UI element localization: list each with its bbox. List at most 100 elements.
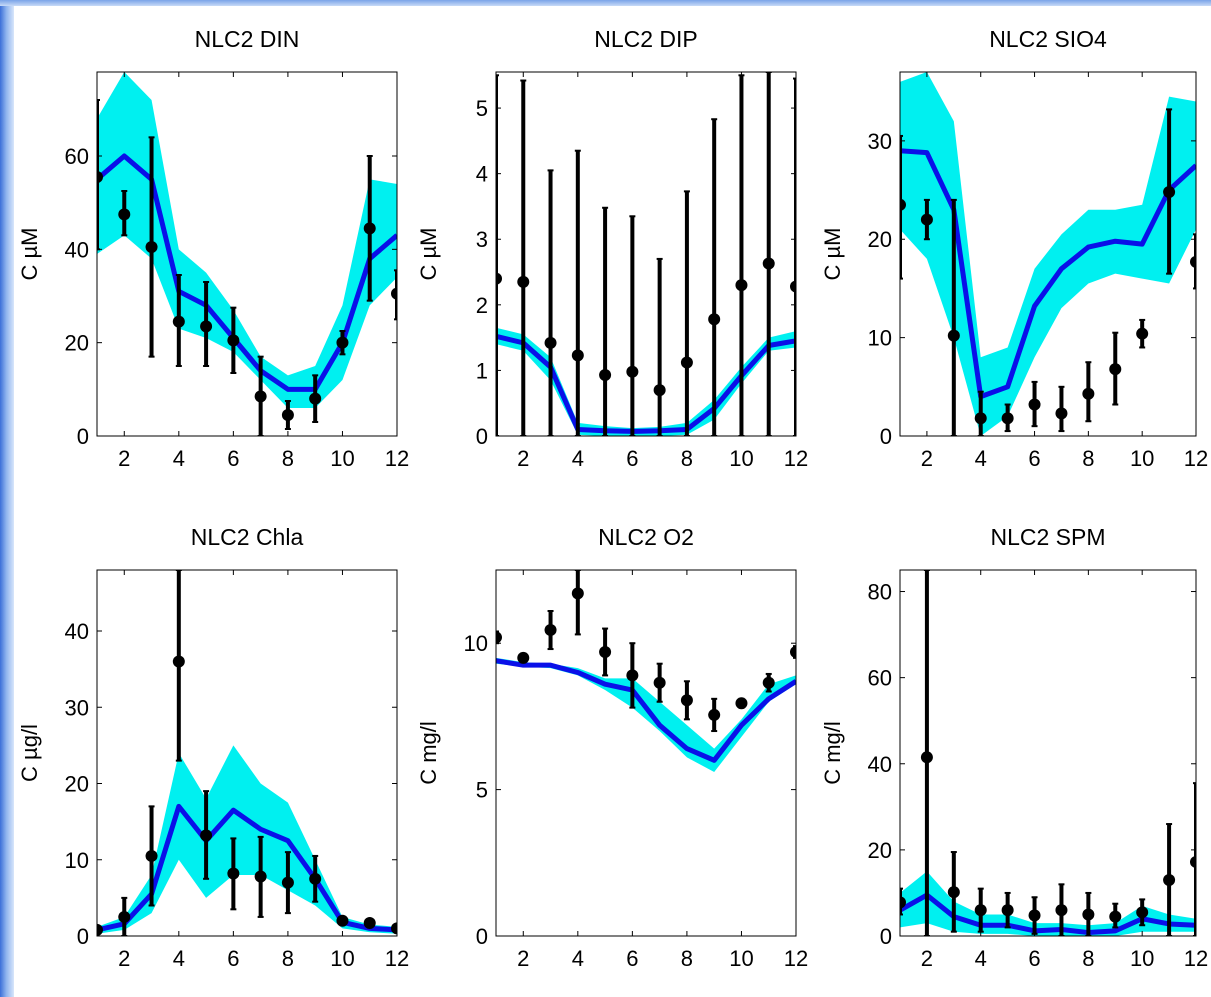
y-tick-label: 0 xyxy=(880,424,892,449)
chart-title: NLC2 DIP xyxy=(594,26,698,52)
uncertainty-band xyxy=(900,871,1196,936)
x-tick-label: 8 xyxy=(1082,946,1094,971)
x-tick-label: 4 xyxy=(173,946,185,971)
background-gradient-strip xyxy=(0,0,14,997)
x-tick-label: 12 xyxy=(784,446,808,471)
observation-point xyxy=(1190,255,1196,268)
observation-point xyxy=(626,365,639,378)
plot-area xyxy=(496,570,796,936)
observation-point xyxy=(974,412,987,425)
x-tick-label: 2 xyxy=(921,446,933,471)
y-axis-label: C µM xyxy=(17,227,42,280)
x-tick-label: 8 xyxy=(681,946,693,971)
y-tick-label: 40 xyxy=(868,752,892,777)
x-tick-label: 6 xyxy=(227,446,239,471)
observation-point xyxy=(947,886,960,899)
observation-point xyxy=(496,272,502,285)
y-tick-label: 0 xyxy=(476,424,488,449)
observation-point xyxy=(790,280,796,293)
observation-point xyxy=(1028,398,1041,411)
x-tick-label: 8 xyxy=(282,446,294,471)
model-line xyxy=(900,892,1196,936)
observation-point xyxy=(947,329,960,342)
observation-point xyxy=(1082,387,1095,400)
model-line xyxy=(496,333,796,434)
y-tick-label: 10 xyxy=(464,631,488,656)
x-tick-label: 8 xyxy=(282,946,294,971)
x-tick-label: 6 xyxy=(1028,446,1040,471)
observation-point xyxy=(1055,904,1068,917)
axes-frame xyxy=(899,569,1197,937)
observation-point xyxy=(762,257,775,270)
y-tick-label: 1 xyxy=(476,358,488,383)
y-axis-label: C mg/l xyxy=(820,721,845,785)
y-tick-label: 60 xyxy=(868,666,892,691)
y-axis-label: C mg/l xyxy=(416,721,441,785)
chart-panel-1: 2 4 6 8 10 12 0 20 40 60 NLC2 DIN C µM xyxy=(17,26,409,471)
observation-point xyxy=(97,171,103,183)
y-tick-label: 80 xyxy=(868,580,892,605)
x-tick-label: 12 xyxy=(385,446,409,471)
observation-point xyxy=(1001,904,1014,917)
x-tick-label: 6 xyxy=(626,946,638,971)
chart-title: NLC2 SIO4 xyxy=(989,26,1107,52)
y-tick-label: 0 xyxy=(880,924,892,949)
x-tick-label: 10 xyxy=(1130,446,1154,471)
x-tick-label: 10 xyxy=(330,946,354,971)
y-tick-label: 5 xyxy=(476,778,488,803)
chart-panel-5: 2 4 6 8 10 12 0 5 10 NLC2 O2 C mg/l xyxy=(416,524,808,971)
observation-point xyxy=(571,587,584,600)
plot-area xyxy=(97,570,397,936)
observation-point xyxy=(599,369,612,382)
x-tick-label: 4 xyxy=(173,446,185,471)
x-tick-label: 6 xyxy=(1028,946,1040,971)
x-tick-label: 4 xyxy=(975,446,987,471)
observation-point xyxy=(626,669,639,682)
observation-point xyxy=(336,914,349,927)
x-tick-label: 2 xyxy=(921,946,933,971)
y-tick-label: 4 xyxy=(476,162,488,187)
plot-area xyxy=(97,72,397,436)
observation-point xyxy=(1136,906,1149,919)
y-tick-label: 20 xyxy=(65,772,89,797)
x-tick-label: 2 xyxy=(517,946,529,971)
chart-panel-3: 2 4 6 8 10 12 0 10 20 30 NLC2 SIO4 C µM xyxy=(820,26,1208,471)
observation-point xyxy=(227,334,240,347)
chart-panel-4: 2 4 6 8 10 12 0 10 20 30 40 NLC2 Chla C µg/l xyxy=(17,524,409,971)
observation-point xyxy=(708,313,721,326)
observation-point xyxy=(309,872,322,885)
observation-point xyxy=(227,867,240,880)
observation-point xyxy=(254,390,267,403)
y-axis-label: C µM xyxy=(820,227,845,280)
model-line xyxy=(900,148,1196,400)
observation-point xyxy=(254,870,267,883)
chart-panel-6: 2 4 6 8 10 12 0 20 40 60 80 NLC2 SPM C mg/l xyxy=(820,524,1208,971)
x-tick-label: 4 xyxy=(572,946,584,971)
y-tick-label: 2 xyxy=(476,293,488,318)
observation-point xyxy=(680,694,693,707)
observation-point xyxy=(172,315,185,328)
observation-point xyxy=(145,241,158,253)
observation-point xyxy=(496,631,502,644)
observation-point xyxy=(1055,407,1068,420)
observation-point xyxy=(544,624,557,637)
observation-point xyxy=(1163,186,1176,199)
observation-point xyxy=(900,896,906,909)
y-tick-label: 0 xyxy=(77,424,89,449)
observation-point xyxy=(145,849,158,862)
plot-area xyxy=(900,570,1196,936)
x-tick-label: 10 xyxy=(729,446,753,471)
y-tick-label: 30 xyxy=(868,129,892,154)
observation-point xyxy=(762,676,775,689)
observation-point xyxy=(200,320,213,333)
observation-point xyxy=(363,917,376,930)
observation-point xyxy=(281,409,294,421)
observation-point xyxy=(172,655,185,668)
observation-point xyxy=(920,751,933,764)
x-tick-label: 12 xyxy=(385,946,409,971)
observation-point xyxy=(517,275,530,288)
y-tick-label: 20 xyxy=(868,838,892,863)
background-top-strip xyxy=(0,0,1211,6)
